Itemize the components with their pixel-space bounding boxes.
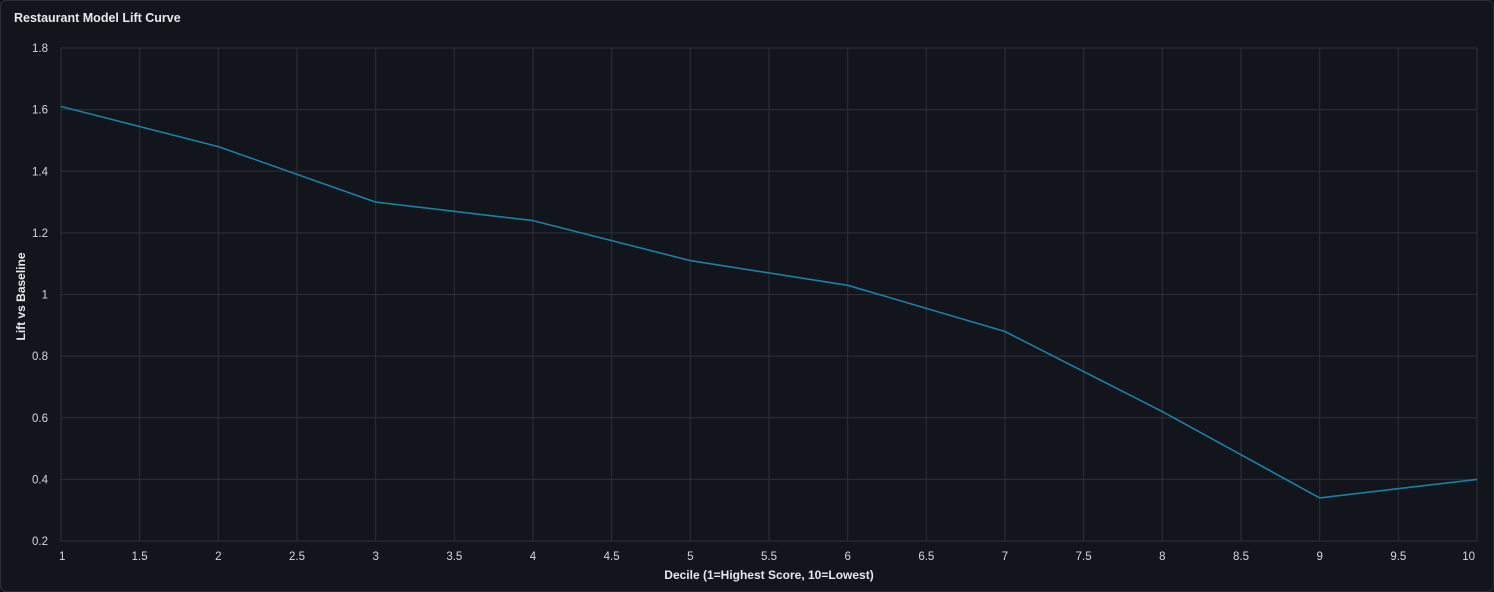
y-tick-label: 0.8 xyxy=(32,351,48,363)
grid xyxy=(60,47,1478,542)
y-tick-label: 1.2 xyxy=(32,228,48,240)
x-axis-title: Decile (1=Highest Score, 10=Lowest) xyxy=(664,568,873,582)
y-tick-label: 1.8 xyxy=(32,43,48,55)
y-tick-label: 1.4 xyxy=(32,166,49,178)
x-tick-label: 2.5 xyxy=(289,551,305,563)
y-tick-label: 1 xyxy=(42,290,48,302)
x-tick-label: 1 xyxy=(59,551,65,563)
x-tick-label: 5 xyxy=(687,551,693,563)
series-layer xyxy=(60,105,1478,499)
x-axis-ticks: 1 1.5 2 2.5 3 3.5 4 4.5 5 5.5 6 6.5 7 7.5 8 8.5 9 9.5 10 xyxy=(59,551,1475,563)
x-tick-label: 7.5 xyxy=(1076,551,1092,563)
x-tick-label: 3.5 xyxy=(446,551,462,563)
x-tick-label: 8 xyxy=(1159,551,1165,563)
x-tick-label: 10 xyxy=(1462,551,1475,563)
x-tick-label: 4 xyxy=(530,551,537,563)
x-tick-label: 6.5 xyxy=(918,551,934,563)
x-tick-label: 5.5 xyxy=(761,551,777,563)
x-tick-label: 3 xyxy=(372,551,378,563)
y-tick-label: 0.2 xyxy=(32,536,48,548)
x-tick-label: 6 xyxy=(844,551,850,563)
y-axis-title: Lift vs Baseline xyxy=(14,252,28,340)
x-tick-label: 8.5 xyxy=(1233,551,1249,563)
y-tick-label: 1.6 xyxy=(32,105,48,117)
panel-title: Restaurant Model Lift Curve xyxy=(14,11,181,25)
y-tick-label: 0.6 xyxy=(32,413,48,425)
x-tick-label: 2 xyxy=(215,551,221,563)
x-tick-label: 9 xyxy=(1316,551,1322,563)
x-tick-label: 1.5 xyxy=(132,551,148,563)
x-tick-label: 7 xyxy=(1002,551,1008,563)
y-axis-ticks: 0.2 0.4 0.6 0.8 1 1.2 1.4 1.6 1.8 xyxy=(32,43,49,548)
y-tick-label: 0.4 xyxy=(32,474,49,486)
x-tick-label: 4.5 xyxy=(604,551,620,563)
x-tick-label: 9.5 xyxy=(1390,551,1406,563)
lift-series-line xyxy=(60,105,1478,499)
